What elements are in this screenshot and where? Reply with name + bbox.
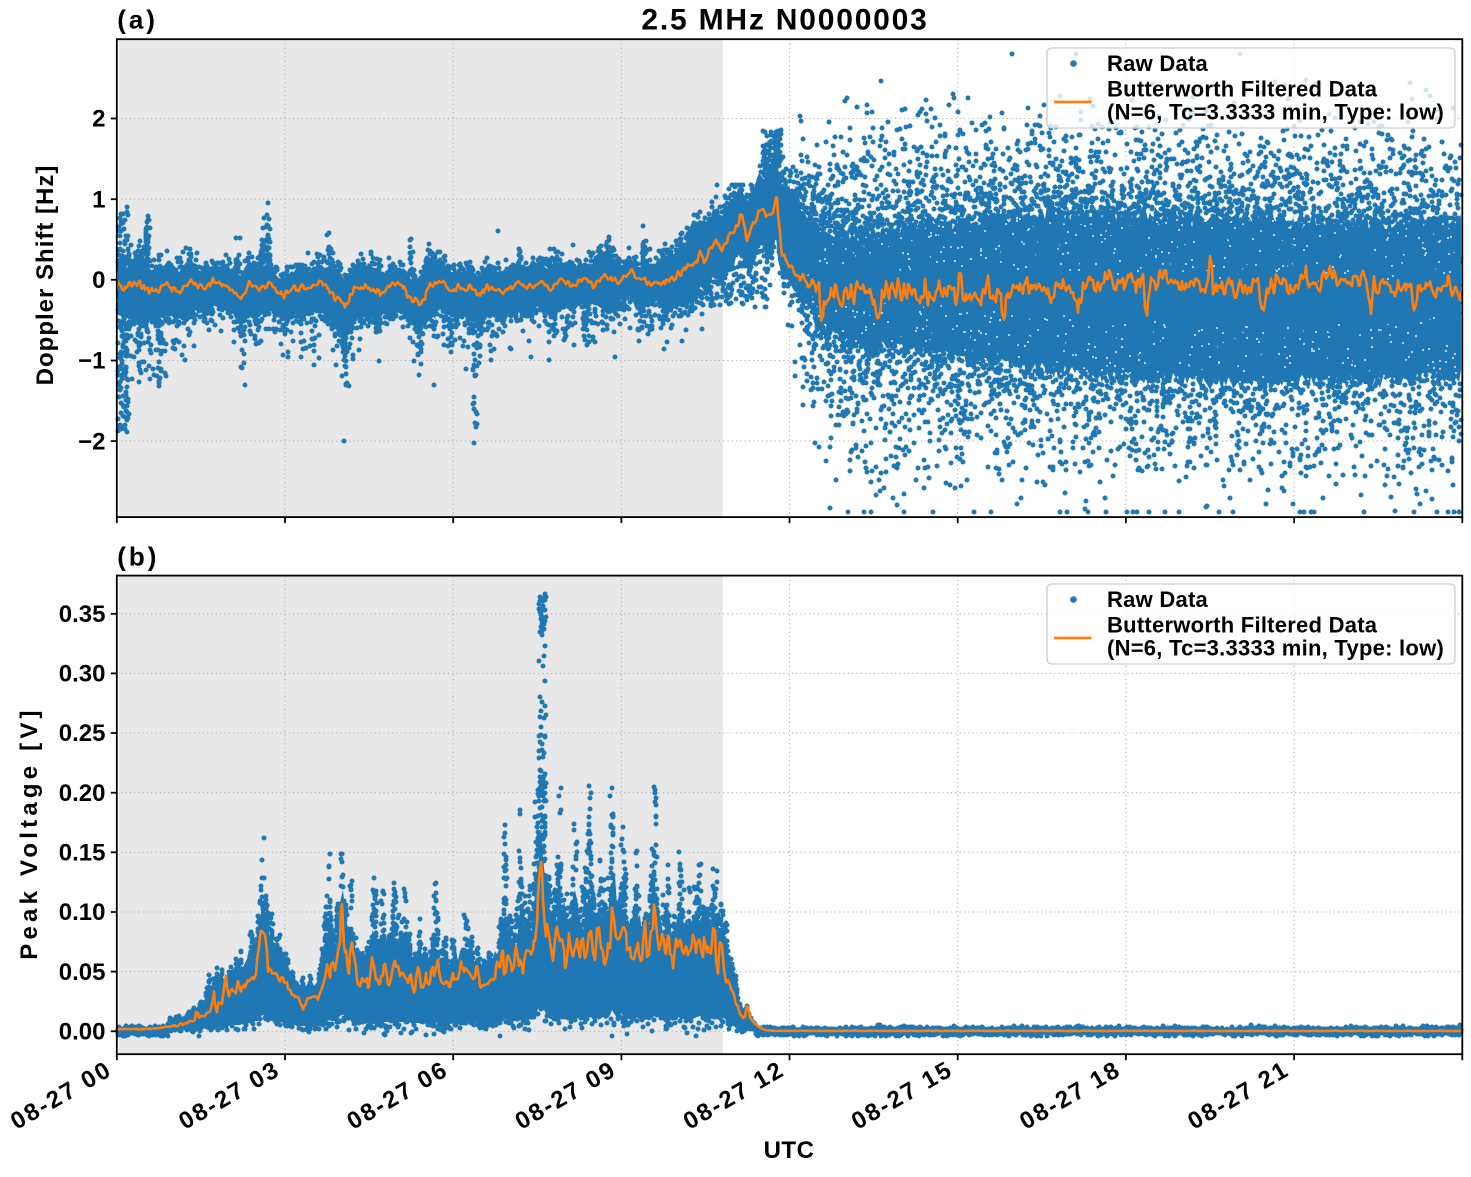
svg-text:(N=6, Tc=3.3333 min, Type: low: (N=6, Tc=3.3333 min, Type: low): [1107, 100, 1444, 125]
svg-text:Raw Data: Raw Data: [1107, 51, 1209, 76]
svg-text:(b): (b): [117, 541, 159, 571]
svg-text:1: 1: [92, 186, 105, 213]
svg-text:Doppler Shift [Hz]: Doppler Shift [Hz]: [32, 165, 59, 386]
svg-text:0: 0: [92, 267, 105, 294]
svg-text:0.25: 0.25: [59, 720, 106, 747]
svg-text:0.35: 0.35: [59, 601, 106, 628]
svg-text:Butterworth Filtered Data: Butterworth Filtered Data: [1107, 613, 1378, 638]
svg-text:0.00: 0.00: [59, 1019, 106, 1046]
svg-text:0.20: 0.20: [59, 780, 106, 807]
svg-text:0.15: 0.15: [59, 840, 106, 867]
svg-text:2: 2: [92, 106, 105, 133]
svg-text:−1: −1: [78, 348, 105, 375]
svg-text:Raw Data: Raw Data: [1107, 587, 1209, 612]
svg-text:0.05: 0.05: [59, 959, 106, 986]
svg-text:Peak Voltage [V]: Peak Voltage [V]: [16, 706, 43, 959]
svg-text:−2: −2: [78, 428, 105, 455]
svg-text:2.5 MHz N0000003: 2.5 MHz N0000003: [641, 4, 928, 37]
svg-text:0.10: 0.10: [59, 899, 106, 926]
svg-text:Butterworth Filtered Data: Butterworth Filtered Data: [1107, 77, 1378, 102]
svg-text:(N=6, Tc=3.3333 min, Type: low: (N=6, Tc=3.3333 min, Type: low): [1107, 636, 1444, 661]
svg-text:0.30: 0.30: [59, 661, 106, 688]
svg-text:(a): (a): [117, 5, 158, 35]
svg-text:UTC: UTC: [764, 1137, 815, 1164]
